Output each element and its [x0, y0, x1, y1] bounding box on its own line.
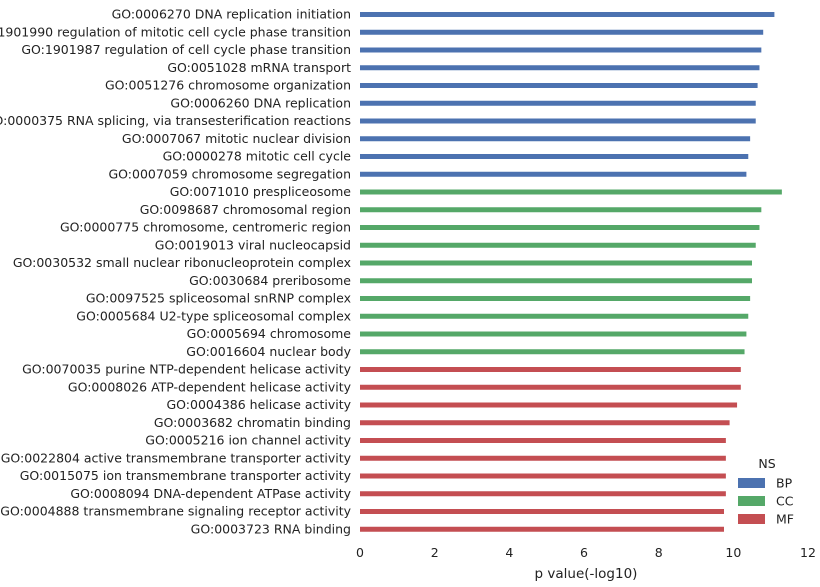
bar	[360, 242, 756, 248]
legend-label-mf: MF	[776, 512, 794, 527]
x-axis-label: p value(-log10)	[535, 566, 638, 582]
category-label: GO:0006260 DNA replication	[170, 95, 351, 110]
bar	[360, 136, 751, 142]
category-label: GO:0051276 chromosome organization	[105, 78, 351, 93]
bar	[360, 154, 749, 159]
bar	[360, 278, 752, 284]
x-tick-label: 2	[431, 545, 439, 560]
category-label: GO:0000375 RNA splicing, via transesteri…	[0, 113, 351, 128]
bar	[360, 296, 751, 301]
bar	[360, 438, 726, 443]
category-label: GO:0003682 chromatin binding	[154, 415, 351, 430]
category-label: GO:0005694 chromosome	[187, 326, 352, 341]
x-tick-label: 12	[800, 545, 816, 560]
bar	[360, 491, 726, 497]
category-label: GO:1901987 regulation of cell cycle phas…	[21, 42, 351, 57]
bar	[360, 12, 775, 17]
legend: NS BP CC MF	[738, 456, 794, 527]
bar	[360, 171, 747, 177]
bar	[360, 420, 730, 426]
x-tick-label: 8	[655, 545, 663, 560]
category-label: GO:0019013 viral nucleocapsid	[155, 237, 351, 252]
bar	[360, 225, 760, 230]
bar	[360, 367, 741, 372]
bar	[360, 473, 726, 479]
category-label: GO:0030684 preribosome	[189, 273, 351, 288]
category-label: GO:0098687 chromosomal region	[140, 202, 351, 217]
legend-swatch-bp	[738, 478, 765, 488]
category-label: GO:0051028 mRNA transport	[167, 60, 351, 75]
bar	[360, 207, 762, 213]
legend-title: NS	[758, 456, 775, 471]
legend-label-bp: BP	[776, 476, 793, 491]
bar	[360, 509, 724, 514]
category-label: GO:0008094 DNA-dependent ATPase activity	[70, 486, 351, 501]
bar	[360, 455, 726, 461]
category-label: GO:0071010 prespliceosome	[170, 184, 352, 199]
bar	[360, 313, 749, 319]
bar	[360, 118, 756, 124]
x-tick-label: 10	[725, 545, 741, 560]
category-label: GO:0004888 transmembrane signaling recep…	[0, 504, 351, 519]
category-label: GO:0005684 U2-type spliceosomal complex	[76, 308, 351, 323]
category-label: GO:0004386 helicase activity	[166, 397, 351, 412]
category-label: GO:0016604 nuclear body	[186, 344, 351, 359]
bar	[360, 29, 764, 35]
category-label: GO:0005216 ion channel activity	[145, 433, 351, 448]
category-label: GO:1901990 regulation of mitotic cell cy…	[0, 24, 351, 39]
bar	[360, 331, 747, 337]
legend-swatch-mf	[738, 514, 765, 524]
bars	[360, 12, 782, 532]
x-tick-label: 6	[580, 545, 588, 560]
category-label: GO:0015075 ion transmembrane transporter…	[20, 468, 352, 483]
category-label: GO:0000278 mitotic cell cycle	[163, 149, 352, 164]
bar	[360, 189, 782, 195]
bar	[360, 83, 758, 88]
bar	[360, 384, 741, 390]
category-label: GO:0070035 purine NTP-dependent helicase…	[22, 362, 352, 377]
category-label: GO:0007059 chromosome segregation	[108, 166, 351, 181]
bar	[360, 260, 752, 266]
category-label: GO:0006270 DNA replication initiation	[112, 7, 351, 22]
category-label: GO:0007067 mitotic nuclear division	[122, 131, 351, 146]
category-label: GO:0000775 chromosome, centromeric regio…	[60, 220, 351, 235]
category-label: GO:0008026 ATP-dependent helicase activi…	[68, 379, 352, 394]
legend-label-cc: CC	[776, 494, 794, 509]
x-tick-label: 4	[505, 545, 513, 560]
category-labels: GO:0006270 DNA replication initiation GO:…	[0, 7, 352, 537]
bar	[360, 47, 762, 53]
x-tick-label: 0	[356, 545, 364, 560]
bar	[360, 65, 760, 71]
bar	[360, 402, 738, 408]
x-axis-ticks: 0 2 4 6 8 10 12	[356, 545, 816, 560]
category-label: GO:0030532 small nuclear ribonucleoprote…	[13, 255, 351, 270]
bar	[360, 526, 724, 532]
category-label: GO:0022804 active transmembrane transpor…	[1, 450, 352, 465]
legend-swatch-cc	[738, 496, 765, 506]
category-label: GO:0097525 spliceosomal snRNP complex	[86, 291, 351, 306]
category-label: GO:0003723 RNA binding	[191, 521, 351, 536]
bar	[360, 100, 756, 106]
bar	[360, 349, 745, 355]
